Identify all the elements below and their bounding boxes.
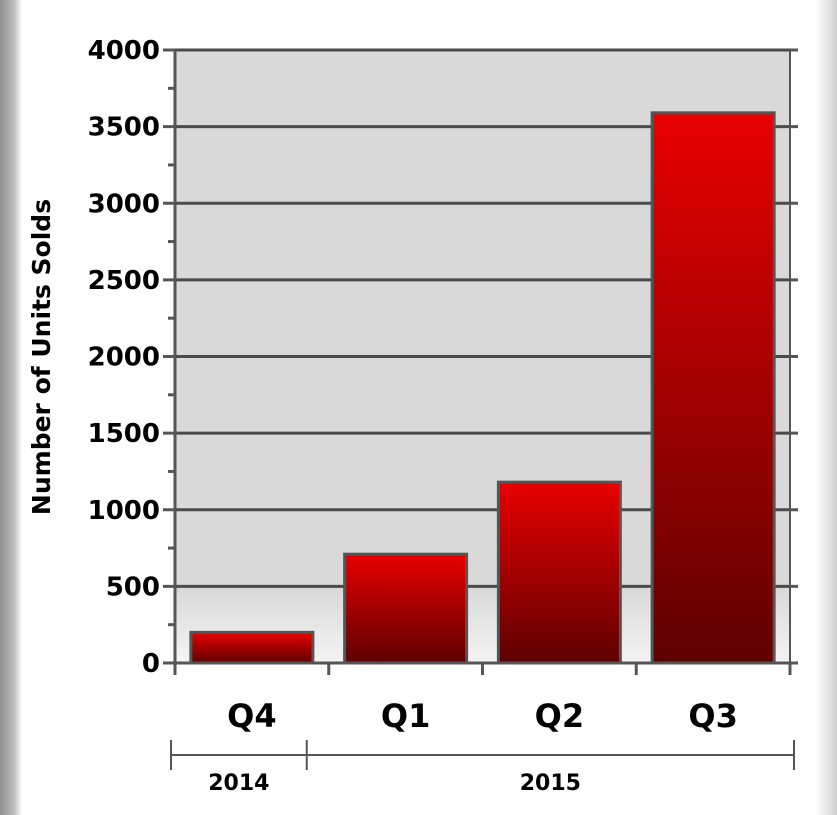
year-group-label: 2014 [208,771,269,796]
x-category-label: Q2 [535,697,584,735]
y-tick-label: 3500 [88,113,160,143]
y-tick-label: 1500 [88,419,160,449]
axes [163,48,798,675]
bar-q2 [496,480,622,665]
bar-q3 [650,111,776,665]
y-tick-label: 2500 [88,266,160,296]
bars [189,111,776,665]
y-tick-label: 500 [106,572,160,602]
y-tick-label: 2000 [88,343,160,373]
y-tick-label: 4000 [88,36,160,66]
y-tick-label: 0 [142,649,160,679]
x-category-label: Q3 [688,697,737,735]
bar-q4 [189,630,315,665]
x-category-label: Q1 [381,697,430,735]
x-category-labels: Q4 Q1 Q2 Q3 [227,697,738,735]
year-group-label: 2015 [520,771,581,796]
x-category-label: Q4 [227,697,276,735]
y-axis-title: Number of Units Solds [27,199,56,515]
y-tick-label: 1000 [88,496,160,526]
group-brackets: 2014 2015 [170,740,795,796]
bar-q1 [343,552,469,665]
y-tick-label: 3000 [88,189,160,219]
y-tick-labels: 0 500 1000 1500 2000 2500 3000 3500 4000 [88,36,160,679]
